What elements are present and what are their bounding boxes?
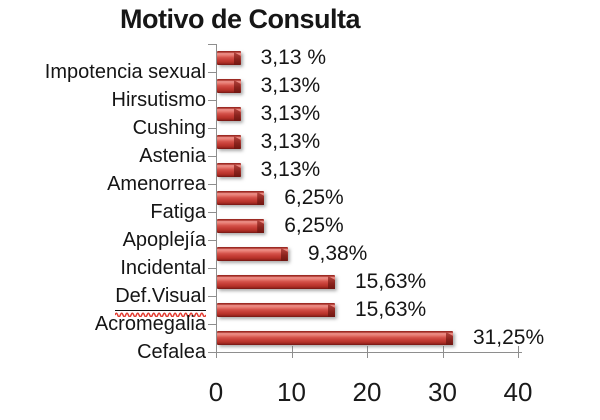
- category-label: Cefalea: [0, 338, 206, 366]
- value-label: 6,25%: [284, 214, 344, 237]
- bar: [217, 247, 288, 261]
- bar: [217, 219, 265, 233]
- x-tick-label: 30: [428, 377, 457, 407]
- category-label-text: Cefalea: [137, 341, 206, 363]
- x-axis-tick: [291, 346, 293, 358]
- y-axis-tick: [208, 72, 216, 73]
- category-label: Hirsutismo: [0, 86, 206, 114]
- y-axis-tick: [208, 44, 216, 45]
- bar: [217, 51, 241, 65]
- category-label: Def.Visual: [0, 282, 206, 317]
- x-axis-line: [216, 352, 522, 353]
- bar: [217, 135, 241, 149]
- value-label: 3,13 %: [260, 46, 327, 69]
- category-label: Impotencia sexual: [0, 58, 206, 86]
- value-label: 3,13%: [260, 74, 321, 97]
- y-axis-tick: [208, 156, 216, 157]
- y-axis-tick: [208, 184, 216, 185]
- value-label: 3,13%: [260, 158, 321, 181]
- bar: [217, 79, 241, 93]
- y-axis-tick: [208, 352, 216, 353]
- category-label-text: Incidental: [120, 257, 206, 279]
- x-tick-label: 10: [277, 377, 306, 407]
- category-label-text: Astenia: [139, 145, 206, 167]
- chart-title: Motivo de Consulta: [120, 4, 361, 34]
- y-axis-tick: [208, 296, 216, 297]
- y-axis-tick: [208, 324, 216, 325]
- category-label: Cushing: [0, 114, 206, 142]
- x-axis-tick: [518, 346, 519, 358]
- y-axis-tick: [208, 268, 216, 269]
- x-tick-label: 40: [503, 377, 533, 407]
- bar: [217, 163, 241, 177]
- category-label-text: Apoplejía: [122, 229, 206, 251]
- bar: [217, 107, 241, 121]
- category-label: Amenorrea: [0, 170, 206, 198]
- category-label-text: Cushing: [132, 117, 206, 139]
- category-label: Fatiga: [0, 198, 206, 226]
- category-label: Astenia: [0, 142, 206, 170]
- value-label: 6,25%: [284, 186, 344, 209]
- y-axis-tick: [208, 128, 216, 129]
- x-axis-tick: [442, 346, 444, 358]
- x-axis-tick: [367, 346, 368, 358]
- category-label-text: Hirsutismo: [111, 89, 206, 111]
- category-label-text: Acromegalia: [94, 313, 206, 335]
- y-axis-tick: [208, 100, 216, 101]
- category-label: Incidental: [0, 254, 206, 282]
- category-label-text: Amenorrea: [107, 173, 206, 195]
- category-label: Apoplejía: [0, 226, 206, 254]
- value-label: 31,25%: [472, 326, 545, 349]
- value-label: 15,63%: [355, 298, 427, 321]
- value-label: 3,13%: [260, 102, 321, 125]
- bar: [217, 303, 335, 317]
- y-axis-tick: [208, 240, 216, 241]
- value-label: 3,13%: [260, 130, 321, 153]
- bar: [217, 331, 453, 345]
- bar: [217, 191, 265, 205]
- category-label-text: Def.Visual: [115, 282, 206, 317]
- category-label-text: Fatiga: [150, 201, 206, 223]
- x-axis-tick: [216, 346, 217, 358]
- value-label: 9,38%: [307, 242, 368, 265]
- category-label: Acromegalia: [0, 310, 206, 338]
- x-tick-label: 20: [352, 377, 382, 407]
- y-axis-tick: [208, 212, 216, 213]
- bar: [217, 275, 335, 289]
- x-tick-label: 0: [208, 377, 224, 407]
- category-label-text: Impotencia sexual: [44, 61, 206, 83]
- value-label: 15,63%: [355, 270, 427, 293]
- spellcheck-wavy-underline: [115, 312, 206, 317]
